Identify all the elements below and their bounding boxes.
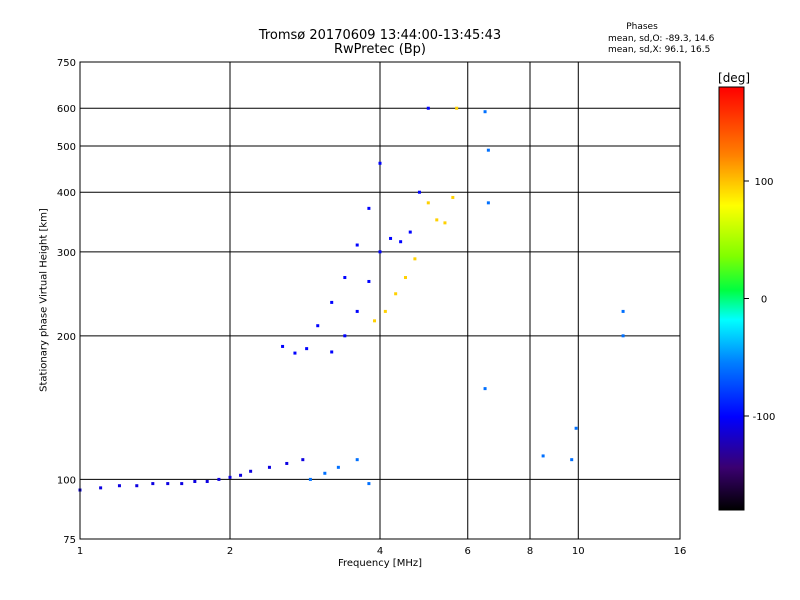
data-point (117, 484, 121, 488)
plot-frame (79, 61, 681, 540)
data-point (367, 482, 371, 486)
x-tick-label: 10 (572, 546, 585, 557)
data-point (378, 161, 382, 165)
data-point (455, 106, 459, 110)
data-point (403, 276, 407, 280)
data-point (408, 230, 412, 234)
x-tick-label: 4 (377, 546, 383, 557)
x-tick-label: 6 (465, 546, 471, 557)
legend-stat-o: mean, sd,O: -89.3, 14.6 (608, 34, 715, 44)
data-point (399, 240, 403, 244)
colorbar-tick-label: 100 (754, 177, 773, 188)
x-ticks: 1 2 4 6 8 10 16 (77, 546, 687, 557)
y-tick-label: 500 (57, 142, 76, 153)
y-tick-label: 300 (57, 248, 76, 259)
data-point (180, 482, 184, 486)
data-point (367, 279, 371, 283)
data-point (293, 351, 297, 355)
data-point (305, 347, 309, 351)
y-tick-label: 750 (57, 58, 76, 69)
data-point (205, 479, 209, 483)
data-point (355, 458, 359, 462)
data-point (217, 477, 221, 481)
data-point (316, 324, 320, 328)
data-point (323, 471, 327, 475)
chart-subtitle: RwPretec (Bp) (333, 42, 427, 57)
y-tick-label: 200 (57, 332, 76, 343)
data-point (343, 276, 347, 280)
data-point (413, 257, 417, 261)
colorbar-unit-text: deg (722, 71, 746, 85)
data-point (417, 190, 421, 194)
data-point (394, 292, 398, 296)
y-tick-label: 400 (57, 188, 76, 199)
x-tick-label: 16 (674, 546, 687, 557)
colorbar-unit: [deg] (718, 71, 750, 85)
data-point (193, 479, 197, 483)
data-point (249, 469, 253, 473)
data-point (228, 475, 232, 479)
data-point (426, 201, 430, 205)
data-point (330, 350, 334, 354)
data-point (541, 454, 545, 458)
data-point (135, 484, 139, 488)
data-point (389, 236, 393, 240)
data-point (621, 309, 625, 313)
x-axis-label: Frequency [MHz] (337, 558, 423, 569)
data-point (383, 309, 387, 313)
data-point (367, 206, 371, 210)
data-point (435, 218, 439, 222)
y-tick-label: 75 (63, 535, 76, 546)
data-point (355, 309, 359, 313)
data-point (621, 334, 625, 338)
colorbar-tick-label: -100 (753, 412, 776, 423)
colorbar-tick-label: 0 (761, 295, 767, 306)
grid-lines (80, 62, 680, 539)
data-point (343, 334, 347, 338)
data-point (301, 458, 305, 462)
data-point (166, 482, 170, 486)
data-point (281, 344, 285, 348)
data-points (78, 106, 625, 492)
legend-title: Phases (626, 22, 658, 32)
data-point (355, 243, 359, 247)
x-tick-label: 8 (527, 546, 533, 557)
data-point (267, 465, 271, 469)
data-point (239, 473, 243, 477)
data-point (574, 426, 578, 430)
x-tick-label: 2 (227, 546, 233, 557)
data-point (373, 319, 377, 323)
data-point (330, 300, 334, 304)
data-point (426, 106, 430, 110)
data-point (451, 195, 455, 199)
data-point (336, 465, 340, 469)
data-point (486, 201, 490, 205)
data-point (483, 387, 487, 391)
data-point (483, 110, 487, 114)
data-point (570, 458, 574, 462)
data-point (486, 148, 490, 152)
y-ticks: 75 100 200 300 400 500 600 750 (57, 58, 76, 546)
colorbar (718, 86, 745, 511)
x-tick-label: 1 (77, 546, 83, 557)
data-point (378, 250, 382, 254)
data-point (285, 461, 289, 465)
legend-stat-x: mean, sd,X: 96.1, 16.5 (608, 45, 711, 55)
y-tick-label: 600 (57, 104, 76, 115)
y-tick-label: 100 (57, 475, 76, 486)
data-point (308, 477, 312, 481)
chart-title: Tromsø 20170609 13:44:00-13:45:43 (258, 28, 502, 43)
data-point (99, 486, 103, 490)
data-point (443, 221, 447, 225)
colorbar-ticks: 100 0 -100 (744, 177, 775, 423)
data-point (151, 482, 155, 486)
